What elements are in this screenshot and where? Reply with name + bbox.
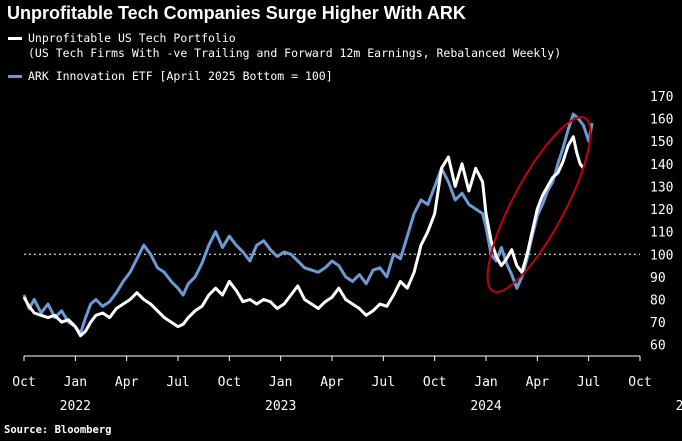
year-label: 2022: [60, 399, 91, 414]
x-tick-label: Jul: [166, 375, 189, 390]
y-tick-label: 80: [650, 293, 666, 308]
legend-label-portfolio: Unprofitable US Tech Portfolio: [28, 31, 236, 45]
y-tick-label: 110: [650, 226, 673, 241]
legend-item-portfolio: Unprofitable US Tech Portfolio: [8, 31, 236, 45]
series-line-ark: [22, 112, 594, 335]
year-label: 2025: [676, 399, 682, 414]
y-tick-label: 120: [650, 203, 673, 218]
x-tick-label: Oct: [423, 375, 446, 390]
x-tick-label: Oct: [12, 375, 35, 390]
x-tick-label: Apr: [526, 375, 550, 390]
y-tick-label: 170: [650, 90, 673, 105]
chart-title: Unprofitable Tech Companies Surge Higher…: [7, 3, 466, 23]
y-tick-label: 70: [650, 316, 666, 331]
x-tick-label: Apr: [320, 375, 344, 390]
x-tick-label: Jul: [372, 375, 395, 390]
year-label: 2023: [265, 399, 296, 414]
y-tick-label: 60: [650, 339, 666, 354]
legend-item-ark: ARK Innovation ETF [April 2025 Bottom = …: [8, 69, 333, 83]
y-tick-label: 150: [650, 135, 673, 150]
y-tick-label: 90: [650, 271, 666, 286]
source-note: Source: Bloomberg: [4, 424, 112, 436]
year-label: 2024: [470, 399, 501, 414]
x-tick-label: Jan: [474, 375, 497, 390]
legend-label-ark: ARK Innovation ETF [April 2025 Bottom = …: [28, 69, 333, 83]
x-tick-label: Jan: [64, 375, 87, 390]
x-tick-label: Jan: [269, 375, 292, 390]
legend-swatch-blue: [8, 75, 22, 78]
series-line-portfolio: [22, 135, 585, 338]
x-tick-label: Jul: [577, 375, 600, 390]
legend-subtitle: (US Tech Firms With -ve Trailing and For…: [28, 46, 562, 60]
x-tick-label: Apr: [115, 375, 139, 390]
legend-swatch-white: [8, 37, 22, 40]
y-tick-label: 130: [650, 180, 673, 195]
highlight-ellipse: [486, 116, 592, 293]
x-tick-label: Oct: [628, 375, 651, 390]
y-tick-label: 160: [650, 113, 673, 128]
x-tick-label: Oct: [218, 375, 241, 390]
y-tick-label: 100: [650, 248, 673, 263]
y-tick-label: 140: [650, 158, 673, 173]
